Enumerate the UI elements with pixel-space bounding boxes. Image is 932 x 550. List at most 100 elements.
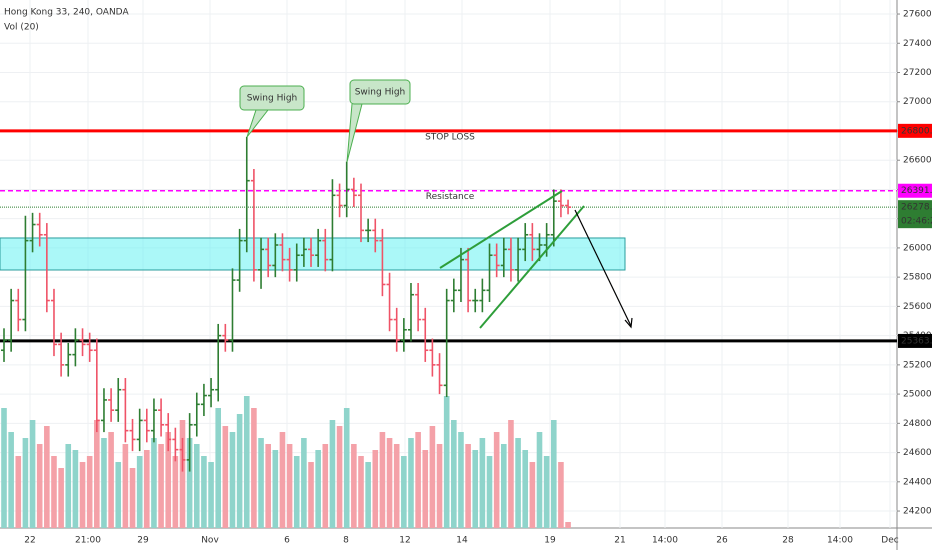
volume-bar [8,432,14,528]
volume-bar [486,456,493,528]
price-badge [898,333,932,348]
price-badge [898,200,932,229]
callout-pointer [346,103,363,163]
volume-bar [229,432,236,528]
volume-bar [351,444,357,528]
volume-bar [72,450,79,528]
volume-bar [165,432,172,528]
volume-bar [44,426,50,528]
callout-text: Swing High [247,94,298,104]
volume-bar [22,438,29,528]
y-tick-label: 25000.0 [903,390,932,400]
volume-bar [443,396,450,528]
x-tick-label: 14:00 [827,536,853,546]
volume-bar [15,456,22,528]
x-tick-label: 14:00 [652,536,678,546]
x-tick-label: 21 [614,536,625,546]
x-tick-label: 6 [284,536,290,546]
volume-bar [65,444,72,528]
volume-bar [343,408,350,528]
countdown: 02:46:22 [901,217,932,227]
volume-bar [36,444,43,528]
volume-bar [186,438,193,528]
y-tick-label: 25600.0 [903,302,932,312]
volume-bar [201,456,207,528]
volume-bar [436,444,443,528]
volume-bar [508,420,514,528]
x-tick-label: 14 [456,536,468,546]
y-tick-label: 27400.0 [903,39,932,49]
volume-bar [222,426,229,528]
y-tick-label: 26600.0 [903,156,932,166]
volume-bar [543,456,550,528]
volume-bar [94,420,100,528]
volume-bar [529,462,536,528]
y-tick-label: 27600.0 [903,10,932,20]
y-tick-label: 24800.0 [903,419,932,429]
price-badge-text: 26278.8 [901,203,932,213]
volume-bar [379,432,386,528]
volume-bar [429,426,436,528]
volume-bar [286,444,293,528]
volume-bar [29,420,36,528]
volume-bar [451,420,457,528]
volume-bar [258,438,264,528]
volume-bar [493,432,500,528]
chart-title: Hong Kong 33, 240, OANDA [4,8,129,18]
y-tick-label: 24400.0 [903,477,932,487]
volume-bar [236,414,243,528]
y-tick-label: 27000.0 [903,97,932,107]
volume-bar [358,456,364,528]
x-tick-label: 21:00 [75,536,101,546]
volume-bar [265,444,271,528]
volume-bar [329,420,336,528]
volume-bar [79,462,86,528]
volume-bar [279,432,286,528]
volume-bar [144,450,150,528]
volume-bar [51,456,57,528]
volume-bar [458,432,464,528]
volume-bar [336,426,343,528]
callout-box [239,85,305,111]
volume-bar [158,444,164,528]
x-tick-label: 8 [343,536,349,546]
x-tick-label: 12 [399,536,410,546]
x-tick-label: 28 [782,536,794,546]
plot [0,129,897,528]
volume-bar [515,438,521,528]
volume-bar [208,462,214,528]
volume-bar [408,438,414,528]
volume-bar [129,468,136,528]
volume-bar [301,438,307,528]
price-badge-text: 25363.7 [901,336,932,346]
volume-bar [215,408,221,528]
trend-line [439,190,563,269]
level-text: Resistance [426,192,475,202]
volume-bar [293,456,300,528]
volume-bar [86,456,93,528]
volume-bar [151,438,157,528]
x-tick-label: 22 [24,536,35,546]
volume-bar [415,432,421,528]
drawings: Swing High Swing High [239,79,633,329]
callout-pointer [246,109,269,138]
callout-box [349,79,411,105]
volume-bar [365,462,371,528]
volume-bar [315,450,321,528]
volume-bar [386,438,393,528]
price-badge-text: 26800.9 [901,126,932,136]
arrow [574,209,632,327]
x-tick-label: Dec [881,536,898,546]
volume-bar [401,456,407,528]
volume-bar [501,444,507,528]
y-tick-label: 24600.0 [903,448,932,458]
y-tick-label: 25200.0 [903,360,932,370]
volume-bar [193,444,200,528]
x-tick-label: 26 [716,536,728,546]
callout-text: Swing High [355,88,406,98]
volume-bar [550,420,557,528]
price-badge-text: 26391.2 [901,186,932,196]
volume-bar [472,450,479,528]
volume-bar [522,450,529,528]
